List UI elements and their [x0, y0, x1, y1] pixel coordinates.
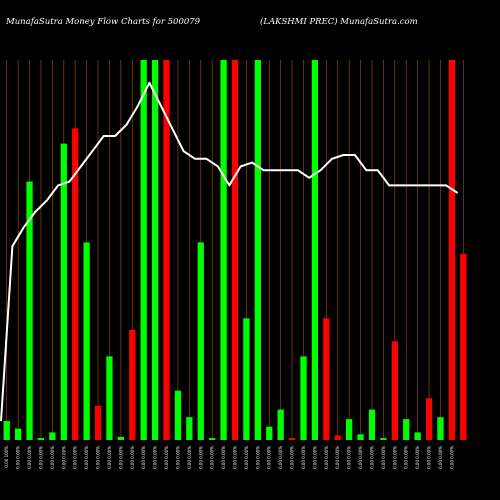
money-flow-bar [3, 421, 10, 440]
x-tick-label: 0.00 0.00% [130, 446, 135, 469]
x-tick-label: 0.00 0.00% [335, 446, 340, 469]
money-flow-bar [14, 428, 22, 440]
x-tick-label: 0.00 0.00% [267, 446, 272, 469]
x-tick-label: 0.00 0.00% [381, 446, 386, 469]
money-flow-bar [49, 432, 56, 440]
x-tick-label: 0.00 0.00% [358, 446, 363, 469]
money-flow-bar [448, 60, 456, 440]
x-tick-label: 0.00 0.00% [233, 446, 238, 469]
money-flow-bar [117, 436, 124, 440]
x-tick-label: 0.00 0.00% [96, 446, 101, 469]
money-flow-bar [288, 438, 296, 440]
x-tick-label: 0.00 0.00% [449, 446, 454, 469]
money-flow-bar [231, 60, 239, 440]
x-tick-label: 0.00 0.00% [347, 446, 352, 469]
money-flow-bar [334, 435, 341, 440]
chart-title: MunafaSutra Money Flow Charts for 500079 [5, 17, 201, 27]
money-flow-bar [277, 409, 284, 440]
money-flow-bar [163, 60, 170, 440]
x-tick-label: 0.00 0.00% [153, 446, 158, 469]
x-tick-label: 0.00 0.00% [312, 446, 317, 469]
x-tick-label: 0.00 0.00% [415, 446, 420, 469]
money-flow-bar [300, 356, 307, 440]
x-tick-label: 0.00 0.00% [244, 446, 249, 469]
x-tick-label: 0.00 0.00% [255, 446, 260, 469]
money-flow-bar [380, 438, 387, 440]
money-flow-line-path [0, 81, 459, 422]
x-tick-label: 0.00 0.00% [438, 446, 443, 469]
chart-subtitle: (LAKSHMI PREC) MunafaSutra.com [260, 16, 418, 27]
money-flow-bar [323, 318, 330, 440]
money-flow-bar [368, 409, 376, 440]
x-tick-label: 0.00 0.00% [16, 446, 21, 469]
x-tick-label: 0.00 0.00% [369, 446, 374, 469]
money-flow-bar [414, 432, 421, 440]
x-tick-label: 0.00 0.00% [118, 446, 123, 469]
x-tick-label: 0.00 0.00% [187, 446, 192, 469]
x-tick-label: 0.00 0.00% [164, 446, 169, 469]
money-flow-bar [243, 318, 250, 440]
money-flow-bar [403, 419, 410, 440]
x-tick-label: 0.00 0.00% [290, 446, 295, 469]
x-tick-label: 0.00 0.00% [38, 446, 43, 469]
x-tick-label: 0.00 0.00% [198, 446, 203, 469]
x-tick-label: 0.00 0.00% [278, 446, 283, 469]
money-flow-bar [425, 398, 433, 440]
x-tick-label: 0.00 0.00% [427, 446, 432, 469]
money-flow-bar [460, 253, 467, 440]
x-tick-label: 0.00 0.00% [73, 446, 78, 469]
money-flow-bar [60, 143, 67, 440]
x-tick-label: 0.00 0.00% [221, 446, 226, 469]
money-flow-bar [106, 356, 113, 440]
money-flow-bar [209, 438, 216, 440]
x-tick-label: 0.00 0.00% [210, 446, 215, 469]
money-flow-bar [94, 405, 102, 440]
money-flow-bar [311, 60, 319, 440]
x-tick-label: 0.00 0.00% [392, 446, 397, 469]
money-flow-bar [186, 417, 193, 440]
money-flow-bar [174, 390, 182, 440]
x-tick-label: 0.00 0.00% [175, 446, 180, 469]
money-flow-bar [151, 60, 159, 440]
money-flow-bar [72, 128, 79, 440]
money-flow-bar [26, 181, 33, 440]
money-flow-bar [129, 329, 136, 440]
x-tick-label: 0.00 0.00% [404, 446, 409, 469]
bars [3, 60, 467, 440]
money-flow-bar [357, 434, 364, 440]
money-flow-bar [346, 419, 353, 440]
x-tick-label: 0.00 0.00% [61, 446, 66, 469]
x-tick-label: 0.00 100% [4, 446, 9, 468]
money-flow-bar [437, 417, 444, 440]
x-tick-label: 0.00 0.00% [27, 446, 32, 469]
money-flow-bar [140, 60, 147, 440]
money-flow-bar [197, 242, 204, 440]
x-tick-label: 0.00 0.00% [107, 446, 112, 469]
x-tick-label: 0.00 0.00% [50, 446, 55, 469]
money-flow-bar [391, 341, 398, 440]
money-flow-bar [83, 242, 90, 440]
x-tick-label: 0.00 0.00% [84, 446, 89, 469]
x-tick-label: 0.00 0.00% [324, 446, 329, 469]
money-flow-bar [220, 60, 227, 440]
x-tick-labels: 0.00 100% 0.00 0.00% 0.00 0.00% 0.00 0.00% 0… [4, 446, 454, 469]
money-flow-bar [37, 438, 45, 440]
money-flow-line [0, 81, 459, 422]
x-tick-label: 0.00 0.00% [301, 446, 306, 469]
money-flow-bar [266, 426, 273, 440]
money-flow-bar [254, 60, 261, 440]
x-tick-label: 0.00 0.00% [141, 446, 146, 469]
